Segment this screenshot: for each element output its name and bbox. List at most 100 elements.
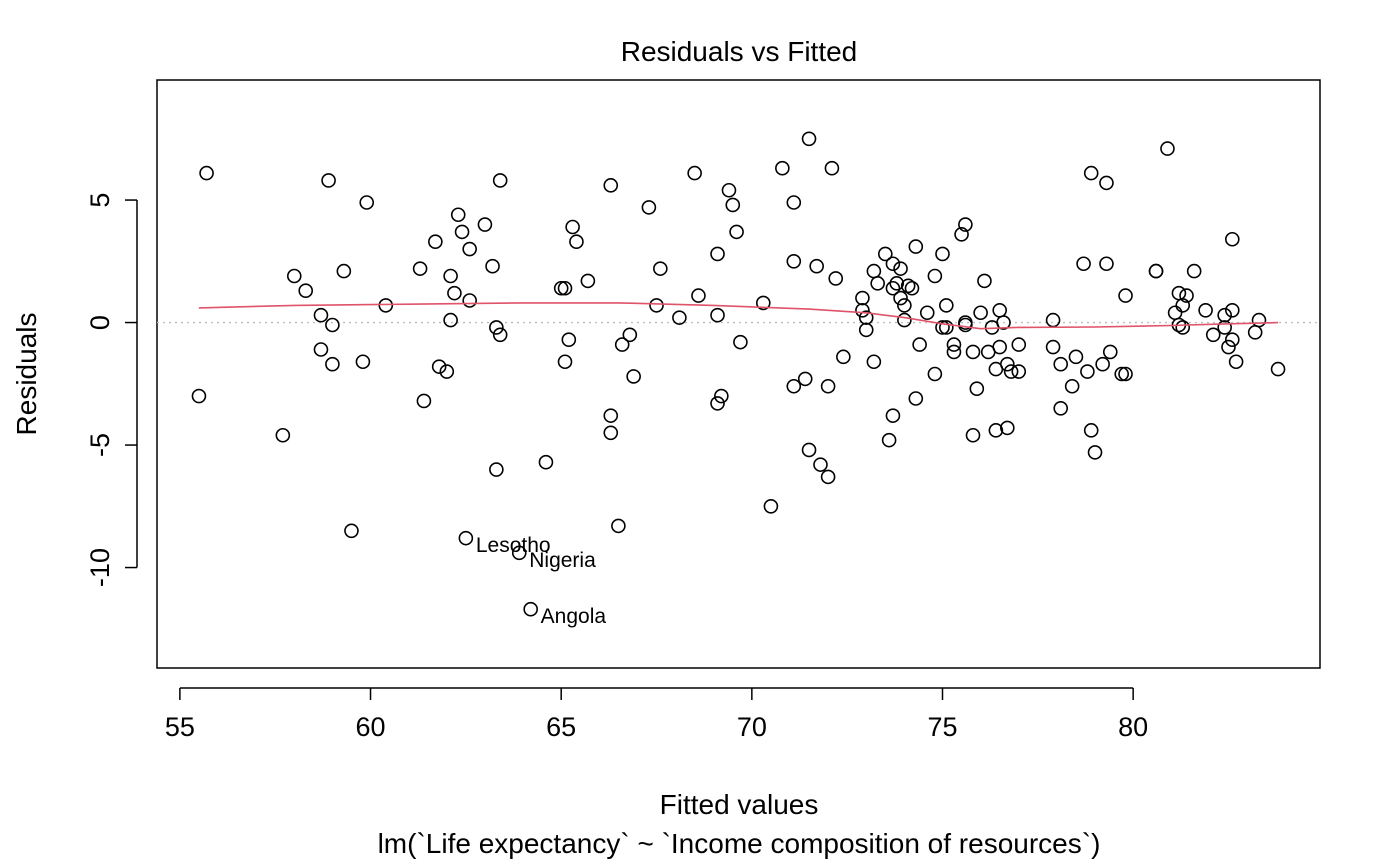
x-tick-label: 75 (927, 712, 957, 742)
data-point (1083, 165, 1099, 181)
data-point (900, 278, 916, 294)
data-point (1099, 256, 1114, 272)
data-point (191, 388, 207, 404)
data-point (611, 518, 626, 534)
data-point (801, 131, 817, 147)
data-point (428, 234, 443, 249)
data-point (897, 298, 912, 313)
data-point (569, 234, 584, 249)
data-point (344, 523, 359, 539)
data-point (858, 310, 874, 325)
data-point (359, 195, 375, 210)
y-axis-label: Residuals (11, 313, 42, 436)
data-point (1217, 320, 1232, 335)
data-point (946, 344, 962, 360)
data-point (603, 425, 619, 441)
data-point (1224, 302, 1240, 318)
data-point (1003, 364, 1019, 379)
data-point (416, 393, 432, 409)
data-point (1186, 263, 1202, 279)
data-point (580, 273, 596, 289)
data-point (557, 280, 573, 296)
data-point (824, 160, 840, 176)
data-point (889, 276, 905, 291)
data-point (431, 359, 447, 374)
data-point (1148, 263, 1164, 279)
data-point (1224, 332, 1240, 348)
data-point (1160, 141, 1175, 156)
data-point (958, 217, 973, 232)
data-point (1198, 302, 1213, 318)
data-point (885, 256, 901, 272)
data-point (1205, 327, 1221, 343)
data-point (412, 261, 428, 276)
data-point (870, 276, 885, 291)
data-point (1167, 305, 1183, 321)
data-point (603, 178, 619, 193)
outlier-label: Angola (541, 605, 607, 628)
data-point (298, 283, 314, 299)
data-point (775, 160, 790, 176)
x-tick-label: 55 (165, 712, 195, 742)
x-axis-label: Fitted values (660, 789, 819, 820)
data-point (492, 327, 508, 343)
data-point (1118, 366, 1133, 382)
data-point (1102, 344, 1118, 360)
data-point (881, 432, 897, 448)
data-point (939, 298, 954, 313)
data-point (443, 312, 458, 328)
data-point (866, 354, 882, 370)
data-point (626, 369, 641, 384)
data-point (885, 280, 901, 296)
data-point (1011, 337, 1027, 352)
data-point (1114, 366, 1130, 382)
data-point (454, 224, 470, 240)
data-point (965, 344, 981, 360)
data-point (1224, 231, 1240, 247)
data-point (313, 342, 329, 357)
outlier-label: Lesotho (476, 534, 551, 557)
data-point (893, 261, 908, 276)
data-point (336, 263, 352, 279)
data-point (954, 227, 969, 242)
data-point (714, 388, 729, 404)
data-point (672, 310, 687, 325)
data-point (1179, 288, 1194, 303)
data-point (538, 454, 554, 470)
data-point (462, 293, 477, 308)
data-point (797, 371, 813, 387)
model-formula-subtitle: lm(`Life expectancy` ~ `Income compositi… (378, 828, 1101, 859)
data-point (992, 302, 1007, 318)
data-point (553, 280, 569, 296)
plot-frame (156, 79, 1321, 669)
data-point (1053, 356, 1069, 372)
data-point (885, 408, 901, 423)
data-point (1247, 325, 1263, 340)
data-point (858, 322, 874, 338)
data-point (969, 381, 985, 397)
data-point (603, 408, 619, 423)
data-point (477, 217, 493, 232)
data-point (919, 305, 935, 321)
data-point (489, 320, 504, 335)
data-point (1175, 320, 1191, 335)
data-point (1045, 339, 1061, 355)
data-point (485, 258, 500, 274)
x-tick-label: 65 (546, 712, 576, 742)
data-point (866, 263, 882, 279)
data-point (946, 337, 962, 352)
data-point (1045, 312, 1061, 328)
data-point (786, 378, 802, 394)
data-point (687, 165, 702, 181)
x-tick-label: 80 (1118, 712, 1148, 742)
data-point (710, 307, 725, 323)
data-point (1053, 400, 1069, 416)
data-point (809, 258, 824, 274)
data-point (897, 312, 912, 328)
data-point (378, 298, 394, 313)
outlier-label: Nigeria (529, 549, 596, 572)
data-point (1270, 361, 1286, 377)
residual-points (191, 131, 1286, 617)
